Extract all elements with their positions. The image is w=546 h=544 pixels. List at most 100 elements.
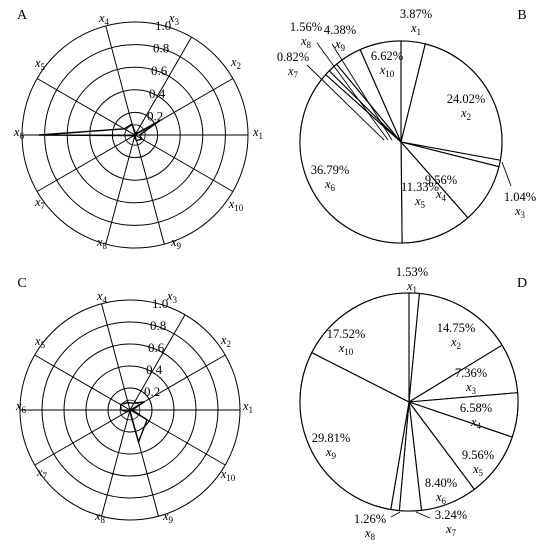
pie-pct-label-x1: 3.87%: [400, 7, 432, 21]
pie-var-label-x3: x3: [465, 380, 477, 396]
panel-label: B: [517, 8, 526, 23]
pie-pct-label-x10: 17.52%: [327, 327, 366, 341]
radar-point-x5: [123, 128, 125, 130]
radar-axis-label-x4: x4: [96, 289, 108, 305]
pie-var-label-x9: x9: [334, 37, 346, 53]
pie-slice-x5: [400, 140, 469, 244]
pie-var-label-x5: x5: [414, 194, 426, 210]
pie-slice-x10: [311, 292, 410, 403]
pie-var-label-x10: x10: [379, 63, 395, 79]
pie-var-label-x2: x2: [450, 335, 461, 351]
radar-point-x9: [135, 139, 138, 142]
pie-var-label-x4: x4: [470, 415, 482, 431]
pie-pct-label-x2: 24.02%: [447, 92, 486, 106]
pie-var-label-x8: x8: [364, 526, 376, 542]
radar-tick-label: 0.2: [144, 384, 160, 399]
radar-axis-label-x2: x2: [230, 55, 241, 71]
radar-point-x10: [146, 419, 148, 421]
pie-var-label-x6: x6: [324, 177, 336, 193]
pie-pct-label-x10: 6.62%: [371, 49, 403, 63]
pie-slice-x6: [299, 73, 403, 244]
radar-spoke: [101, 409, 131, 517]
radar-axis-label-x10: x10: [228, 197, 244, 213]
pie-var-label-x10: x10: [338, 341, 354, 357]
pie-pct-label-x2: 14.75%: [437, 321, 476, 335]
pie-pct-label-x4: 6.58%: [460, 401, 492, 415]
radar-axis-label-x4: x4: [98, 11, 110, 27]
panel-label: A: [17, 8, 28, 23]
radar-point-x3: [134, 133, 137, 135]
radar-point-x7: [126, 411, 128, 413]
radar-axis-label-x1: x1: [242, 399, 253, 415]
pie-pct-label-x7: 3.24%: [435, 508, 467, 522]
radar-tick-label: 0.6: [151, 63, 168, 78]
radar-tick-label: 0.4: [146, 362, 163, 377]
pie-pct-label-x7: 0.82%: [277, 50, 309, 64]
radar-point-x6: [120, 409, 122, 411]
pie-leader-x8: [316, 42, 389, 141]
radar-axis-label-x9: x9: [170, 235, 182, 251]
pie-leader-x8: [390, 511, 401, 518]
radar-spoke: [34, 354, 131, 411]
radar-axis-label-x3: x3: [166, 289, 178, 305]
radar-axis-label-x9: x9: [162, 509, 174, 525]
radar-axis-label-x8: x8: [94, 509, 106, 525]
pie-slice-x2: [408, 292, 503, 404]
pie-var-label-x5: x5: [472, 462, 484, 478]
pie-pct-label-x1: 1.53%: [396, 265, 428, 279]
radar-tick-label: 1.0: [155, 18, 171, 33]
radar-tick-label: 0.4: [149, 86, 166, 101]
radar-axis-label-x6: x6: [13, 125, 25, 141]
pie-var-label-x1: x1: [410, 21, 421, 37]
radar-axis-label-x5: x5: [34, 334, 46, 350]
radar-point-x7: [133, 134, 135, 137]
radar-point-x1: [138, 134, 141, 136]
pie-pct-label-x5: 9.56%: [462, 448, 494, 462]
panel-label: D: [517, 276, 527, 291]
panel-label: C: [17, 276, 26, 291]
radar-chart-C: 0.2 0.4 0.6 0.8 1.0 x1 x2 x3 x4 x5 x6 x7 x8 x9 x10: [15, 289, 253, 525]
radar-spoke: [129, 354, 226, 411]
pie-pct-label-x3: 1.04%: [504, 190, 536, 204]
radar-point-x8: [129, 410, 131, 412]
radar-spoke: [101, 303, 131, 411]
pie-var-label-x2: x2: [460, 106, 471, 122]
radar-spoke: [134, 36, 192, 136]
radar-point-x2: [143, 401, 145, 403]
radar-axis-label-x8: x8: [96, 235, 108, 251]
radar-point-x6: [38, 134, 40, 136]
radar-axis-label-x2: x2: [220, 333, 231, 349]
radar-tick-label: 0.8: [150, 318, 166, 333]
radar-axis-label-x7: x7: [36, 465, 48, 481]
radar-tick-label: 1.0: [152, 296, 168, 311]
pie-pct-label-x9: 29.81%: [312, 431, 351, 445]
radar-point-x2: [158, 120, 161, 122]
radar-point-x4: [131, 123, 133, 125]
pie-var-label-x9: x9: [325, 445, 337, 461]
radar-point-x3: [133, 402, 135, 404]
pie-pct-label-x6: 36.79%: [311, 163, 350, 177]
radar-point-x10: [141, 138, 143, 140]
pie-var-label-x6: x6: [435, 490, 447, 506]
radar-chart-A: 0.2 0.4 0.6 0.8 1.0 x1 x2 x3 x4 x5 x6 x7 x8 x9 x10: [13, 11, 263, 251]
radar-axis-label-x7: x7: [34, 195, 46, 211]
radar-point-x4: [127, 401, 129, 404]
radar-spoke: [105, 25, 136, 136]
pie-leader-x7: [306, 64, 385, 141]
radar-axis-label-x10: x10: [220, 467, 236, 483]
pie-slice-x9: [299, 351, 410, 511]
radar-axis-label-x5: x5: [34, 56, 46, 72]
radar-point-x1: [131, 409, 133, 411]
pie-var-label-x7: x7: [287, 64, 299, 80]
radar-axis-label-x3: x3: [168, 11, 180, 27]
radar-spoke: [129, 314, 186, 411]
radar-point-x9: [137, 441, 140, 443]
pie-var-label-x7: x7: [445, 522, 457, 538]
pie-pct-label-x9: 4.38%: [324, 23, 356, 37]
radar-spoke: [36, 78, 136, 136]
pie-leader-x7: [415, 511, 431, 519]
pie-pct-label-x5: 11.33%: [401, 180, 439, 194]
pie-leader-x3: [501, 161, 512, 187]
